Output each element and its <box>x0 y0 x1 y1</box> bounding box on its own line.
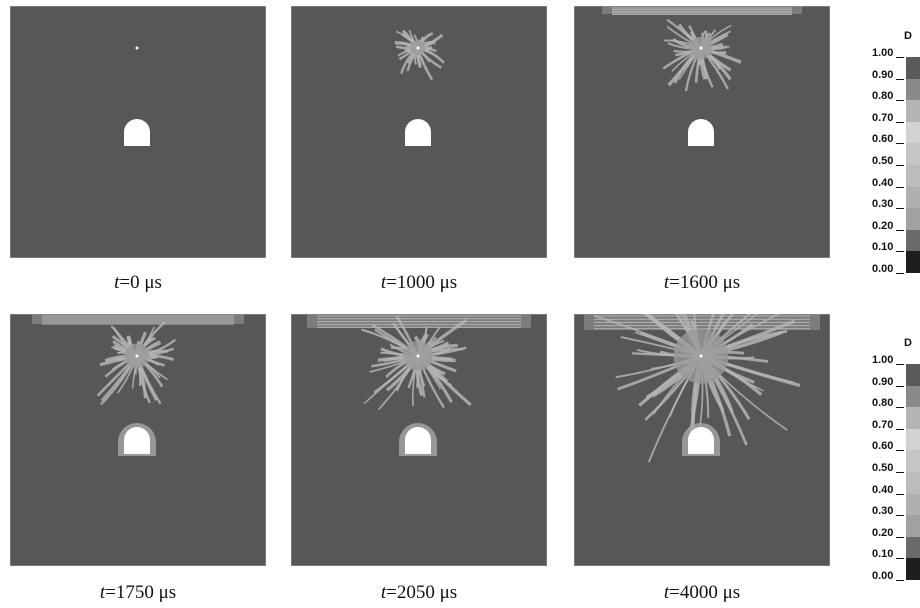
colorbar-band <box>906 208 920 230</box>
colorbar-tick-label: 0.20 <box>872 526 894 539</box>
colorbar-band <box>906 121 920 144</box>
colorbar-tick-mark <box>896 536 904 538</box>
panel-graphic <box>290 5 548 259</box>
panel-caption: t=1600 μs <box>663 272 741 293</box>
colorbar-band <box>906 57 920 79</box>
simulation-panel <box>573 283 831 567</box>
charge-point <box>135 46 139 50</box>
colorbar-band <box>906 165 920 187</box>
colorbar-tick-label: 0.10 <box>872 241 894 254</box>
colorbar-tick-label: 0.50 <box>872 462 894 474</box>
colorbar-tick-mark <box>896 100 904 102</box>
colorbar-tick-mark <box>896 493 904 495</box>
colorbar-tick-mark <box>896 450 904 452</box>
colorbar-tick-label: 0.70 <box>872 418 894 431</box>
colorbar-tick-label: 0.30 <box>872 505 894 518</box>
simulation-panel <box>9 5 267 259</box>
colorbar-tick-mark <box>896 364 904 365</box>
colorbar-tick-mark <box>896 229 904 231</box>
colorbar-tick-label: 0.80 <box>872 90 894 103</box>
colorbar-tick-label: 0.00 <box>872 263 894 275</box>
panel-caption: t=4000 μs <box>663 582 741 603</box>
colorbar-tick-label: 0.10 <box>872 548 894 561</box>
colorbar-tick-label: 0.40 <box>872 176 894 189</box>
colorbar-tick-label: 0.90 <box>872 375 894 388</box>
tunnel <box>688 427 714 454</box>
colorbar-tick-label: 0.90 <box>872 68 894 81</box>
colorbar-band <box>906 536 920 559</box>
colorbar-tick-label: 0.00 <box>872 570 894 582</box>
colorbar-band <box>906 450 920 472</box>
colorbar-tick-label: 0.60 <box>872 133 894 146</box>
tunnel <box>124 427 150 454</box>
colorbar-tick-label: 0.70 <box>872 111 894 124</box>
colorbar-tick-label: 0.80 <box>872 397 894 410</box>
colorbar-tick-mark <box>896 121 904 123</box>
colorbar-tick-label: 0.20 <box>872 219 894 232</box>
panel-graphic <box>9 313 267 567</box>
colorbar-band <box>906 515 920 537</box>
charge-point <box>699 46 703 50</box>
colorbar-tick-mark <box>896 57 904 58</box>
colorbar-band <box>906 364 920 386</box>
colorbar-title: D <box>904 30 912 42</box>
colorbar-band <box>906 186 920 209</box>
colorbar-tick-label: 0.30 <box>872 198 894 211</box>
panel-caption: t=1000 μs <box>380 272 458 293</box>
colorbar-band <box>906 407 920 429</box>
colorbar-tick-mark <box>896 273 904 274</box>
colorbar-tick-label: 1.00 <box>872 354 894 366</box>
colorbar-tick-mark <box>896 165 904 166</box>
charge-point <box>135 354 139 358</box>
charge-point <box>699 354 703 358</box>
colorbar-band <box>906 229 920 252</box>
simulation-panel <box>290 313 548 567</box>
colorbar-band <box>906 78 920 101</box>
simulation-panel <box>290 5 548 259</box>
colorbar-band <box>906 493 920 516</box>
panel-graphic <box>573 283 831 567</box>
colorbar-tick-label: 0.50 <box>872 155 894 167</box>
charge-point <box>416 46 420 50</box>
charge-point <box>416 354 420 358</box>
colorbar-tick-mark <box>896 580 904 581</box>
colorbar-band <box>906 251 920 273</box>
colorbar-tick-mark <box>896 407 904 409</box>
tunnel <box>405 427 431 454</box>
colorbar-tick-mark <box>896 472 904 473</box>
tunnel <box>405 119 431 146</box>
colorbar-band <box>906 100 920 122</box>
colorbar-tick-mark <box>896 143 904 145</box>
colorbar-title: D <box>904 337 912 349</box>
colorbar-tick-mark <box>896 428 904 430</box>
colorbar-tick-mark <box>896 385 904 387</box>
colorbar-tick-mark <box>896 558 904 560</box>
panel-caption: t=2050 μs <box>380 582 458 603</box>
colorbar-tick-label: 0.40 <box>872 483 894 496</box>
colorbar-band <box>906 558 920 580</box>
simulation-panel <box>573 5 831 259</box>
colorbar-band <box>906 428 920 451</box>
panel-caption: t=1750 μs <box>99 582 177 603</box>
colorbar-tick-mark <box>896 515 904 517</box>
simulation-panel <box>9 313 267 567</box>
colorbar-tick-mark <box>896 208 904 210</box>
surface-spall <box>32 314 244 324</box>
colorbar-tick-mark <box>896 186 904 188</box>
colorbar-band <box>906 472 920 494</box>
panel-graphic <box>290 313 548 567</box>
tunnel <box>688 119 714 146</box>
colorbar-band <box>906 385 920 408</box>
panel-graphic <box>573 5 831 259</box>
colorbar-tick-mark <box>896 78 904 80</box>
panel-graphic <box>9 5 267 259</box>
colorbar-tick-label: 1.00 <box>872 47 894 59</box>
colorbar-band <box>906 143 920 165</box>
tunnel <box>124 119 150 146</box>
colorbar-tick-mark <box>896 251 904 253</box>
colorbar-tick-label: 0.60 <box>872 440 894 453</box>
panel-caption: t=0 μs <box>114 272 162 293</box>
